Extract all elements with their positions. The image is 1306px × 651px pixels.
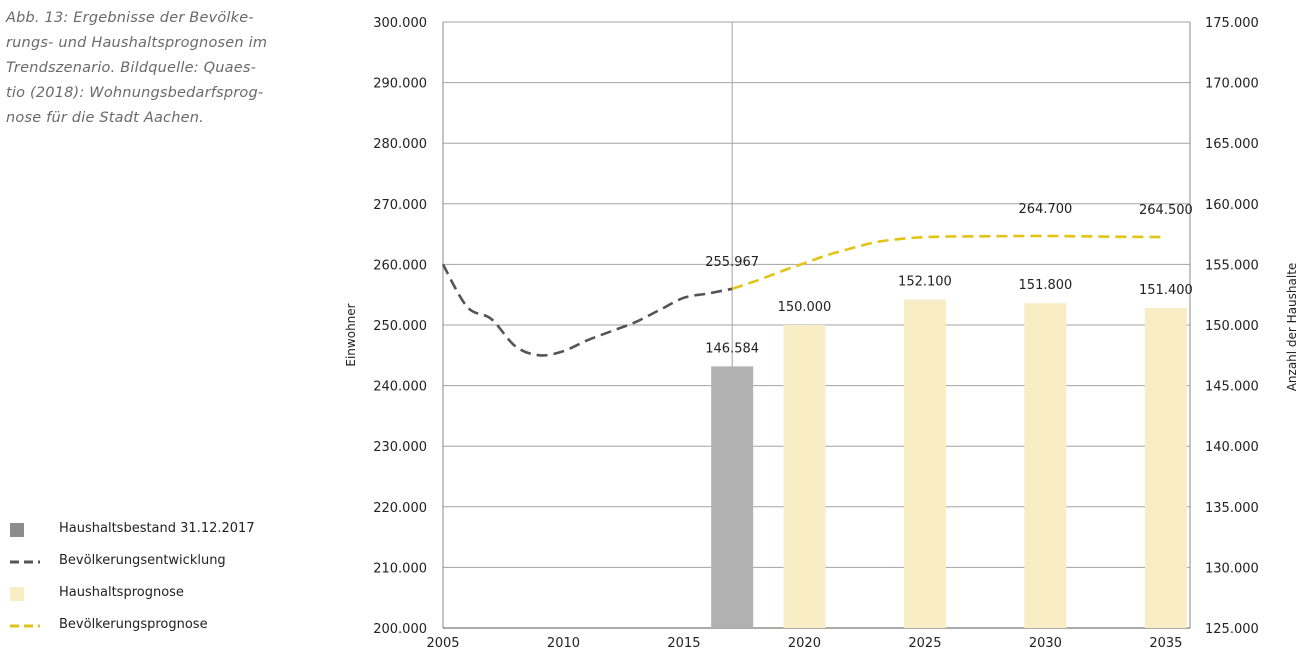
point-value-label: 255.967 [705, 255, 759, 270]
y-tick-label: 250.000 [373, 319, 427, 334]
y-tick-label: 200.000 [373, 622, 427, 637]
x-tick-label: 2035 [1149, 636, 1182, 651]
y2-tick-label: 150.000 [1205, 319, 1259, 334]
y-tick-label: 260.000 [373, 258, 427, 273]
x-tick-label: 2010 [547, 636, 580, 651]
point-value-label: 264.500 [1139, 203, 1193, 218]
y2-tick-label: 165.000 [1205, 137, 1259, 152]
bar-value-label: 152.100 [898, 275, 952, 290]
square-icon [10, 523, 24, 537]
dashed-line-icon [10, 560, 40, 564]
legend-label: Haushaltsbestand 31.12.2017 [59, 521, 255, 536]
y2-tick-label: 130.000 [1205, 561, 1259, 576]
y2-axis-title: Anzahl der Haushalte [1285, 263, 1299, 392]
bar-value-label: 150.000 [778, 300, 832, 315]
figure-caption: Abb. 13: Ergebnisse der Bevölke- rungs- … [6, 6, 316, 131]
point-value-label: 264.700 [1019, 202, 1073, 217]
x-tick-label: 2015 [667, 636, 700, 651]
bar [1144, 308, 1187, 628]
y2-tick-label: 175.000 [1205, 16, 1259, 31]
y-tick-label: 270.000 [373, 198, 427, 213]
y-axis-title: Einwohner [344, 303, 358, 366]
bar-value-label: 151.400 [1139, 283, 1193, 298]
bar [903, 299, 946, 628]
y-tick-label: 220.000 [373, 501, 427, 516]
bar [711, 366, 754, 628]
series-line [441, 263, 733, 357]
bar [783, 325, 826, 628]
y2-tick-label: 145.000 [1205, 380, 1259, 395]
y-tick-label: 290.000 [373, 77, 427, 92]
legend-swatch-0 [10, 523, 24, 537]
series-line [731, 234, 1166, 291]
caption-line: Trendszenario. Bildquelle: Quaes- [6, 60, 257, 76]
caption-line: rungs- und Haushaltsprognosen im [6, 35, 268, 51]
legend-swatch-2 [10, 587, 24, 601]
legend-label: Haushaltsprognose [59, 585, 184, 600]
caption-line: nose für die Stadt Aachen. [6, 110, 204, 126]
y2-tick-label: 155.000 [1205, 258, 1259, 273]
bar [1024, 303, 1067, 628]
x-tick-label: 2020 [788, 636, 821, 651]
y-tick-label: 240.000 [373, 380, 427, 395]
x-tick-label: 2030 [1029, 636, 1062, 651]
y-tick-label: 280.000 [373, 137, 427, 152]
legend-label: Bevölkerungsprognose [59, 617, 208, 632]
y-tick-label: 210.000 [373, 561, 427, 576]
caption-line: Abb. 13: Ergebnisse der Bevölke- [6, 10, 254, 26]
bar-value-label: 146.584 [705, 341, 759, 356]
square-icon [10, 587, 24, 601]
y2-tick-label: 140.000 [1205, 440, 1259, 455]
x-tick-label: 2025 [908, 636, 941, 651]
legend-label: Bevölkerungsentwicklung [59, 553, 226, 568]
dashed-line-icon [10, 624, 40, 628]
x-tick-label: 2005 [426, 636, 459, 651]
y2-tick-label: 135.000 [1205, 501, 1259, 516]
bar-value-label: 151.800 [1019, 278, 1073, 293]
y2-tick-label: 160.000 [1205, 198, 1259, 213]
y2-tick-label: 125.000 [1205, 622, 1259, 637]
y-tick-label: 230.000 [373, 440, 427, 455]
y-tick-label: 300.000 [373, 16, 427, 31]
caption-line: tio (2018): Wohnungsbedarfsprog- [6, 85, 264, 101]
y2-tick-label: 170.000 [1205, 77, 1259, 92]
